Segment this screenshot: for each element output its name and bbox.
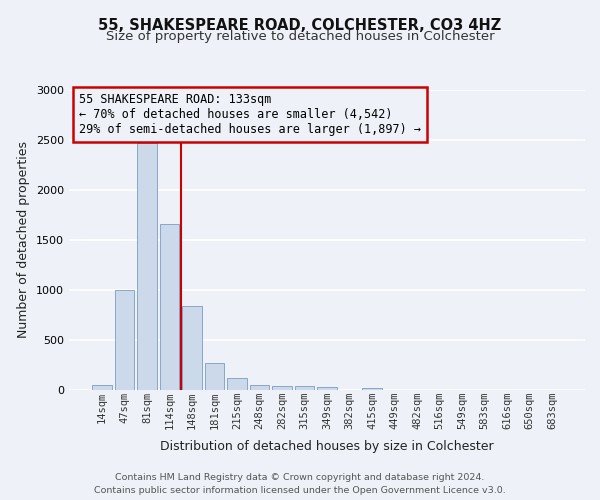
- Bar: [205, 363, 224, 390]
- Y-axis label: Number of detached properties: Number of detached properties: [17, 142, 31, 338]
- Bar: [92, 384, 112, 390]
- Text: Contains HM Land Registry data © Crown copyright and database right 2024.
Contai: Contains HM Land Registry data © Crown c…: [94, 474, 506, 495]
- Bar: [137, 143, 157, 390]
- Bar: [250, 384, 269, 390]
- Bar: [115, 290, 134, 390]
- Bar: [272, 386, 292, 390]
- Text: Size of property relative to detached houses in Colchester: Size of property relative to detached ho…: [106, 30, 494, 43]
- Text: 55 SHAKESPEARE ROAD: 133sqm
← 70% of detached houses are smaller (4,542)
29% of : 55 SHAKESPEARE ROAD: 133sqm ← 70% of det…: [79, 93, 421, 136]
- Bar: [160, 224, 179, 390]
- Bar: [295, 386, 314, 390]
- Bar: [227, 378, 247, 390]
- Bar: [182, 306, 202, 390]
- Bar: [317, 386, 337, 390]
- X-axis label: Distribution of detached houses by size in Colchester: Distribution of detached houses by size …: [160, 440, 494, 453]
- Bar: [362, 388, 382, 390]
- Text: 55, SHAKESPEARE ROAD, COLCHESTER, CO3 4HZ: 55, SHAKESPEARE ROAD, COLCHESTER, CO3 4H…: [98, 18, 502, 32]
